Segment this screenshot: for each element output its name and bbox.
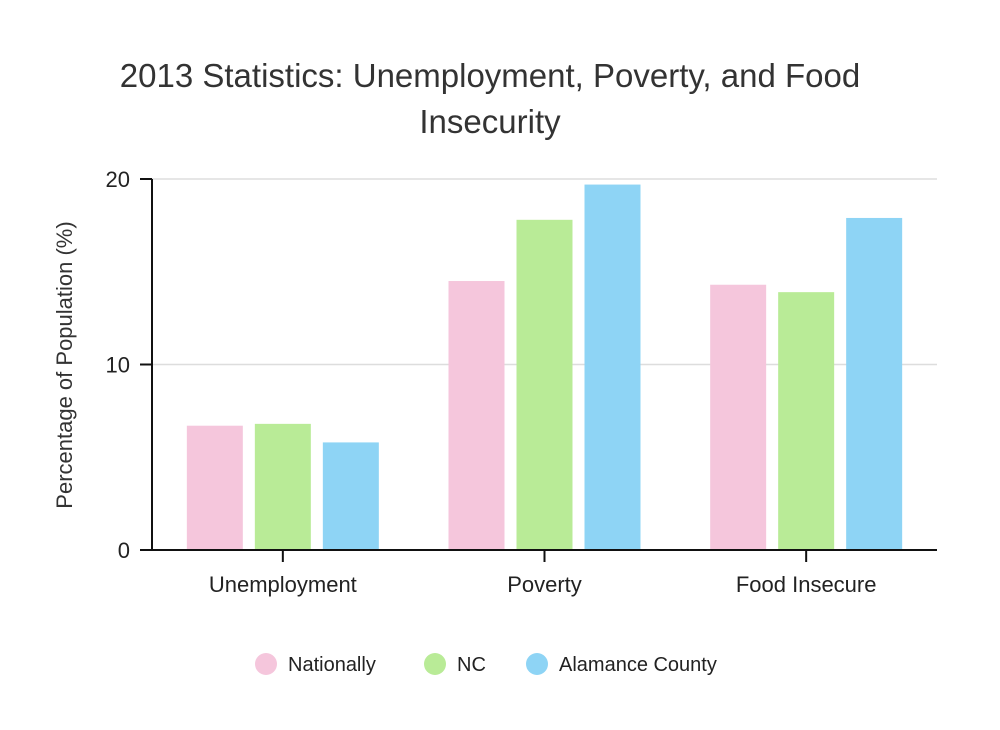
legend-label-1: NC <box>457 654 486 676</box>
y-tick-label-0: 0 <box>118 538 130 563</box>
chart-title-line-1: 2013 Statistics: Unemployment, Poverty, … <box>120 57 860 94</box>
legend-swatch-2 <box>526 653 548 675</box>
legend-swatch-0 <box>255 653 277 675</box>
x-tick-label-0: Unemployment <box>209 572 357 597</box>
x-tick-label-1: Poverty <box>507 572 582 597</box>
bar-nc-food-insecure <box>778 292 835 550</box>
legend-item-nc: NC <box>424 653 486 676</box>
bar-nationally-poverty <box>448 281 505 550</box>
bar-alamance-county-unemployment <box>322 442 379 550</box>
bar-nationally-unemployment <box>186 425 243 550</box>
legend: Nationally NC Alamance County <box>255 653 717 676</box>
chart-title: 2013 Statistics: Unemployment, Poverty, … <box>120 57 860 140</box>
bar-nc-poverty <box>516 219 573 550</box>
legend-label-0: Nationally <box>288 654 376 676</box>
legend-swatch-1 <box>424 653 446 675</box>
x-axis-ticks: Unemployment Poverty Food Insecure <box>209 550 877 597</box>
x-tick-label-2: Food Insecure <box>736 572 877 597</box>
bar-alamance-county-food-insecure <box>846 217 903 550</box>
y-tick-label-2: 20 <box>106 167 130 192</box>
legend-label-2: Alamance County <box>559 654 717 676</box>
legend-item-alamance-county: Alamance County <box>526 653 717 676</box>
chart-title-line-2: Insecurity <box>419 103 561 140</box>
y-axis-label: Percentage of Population (%) <box>52 221 77 508</box>
bar-nc-unemployment <box>254 423 311 550</box>
bar-alamance-county-poverty <box>584 184 641 550</box>
bars <box>186 184 903 550</box>
bar-nationally-food-insecure <box>710 284 767 550</box>
y-tick-label-1: 10 <box>106 353 130 378</box>
legend-item-nationally: Nationally <box>255 653 376 676</box>
y-axis-ticks: 0 10 20 <box>106 167 152 563</box>
